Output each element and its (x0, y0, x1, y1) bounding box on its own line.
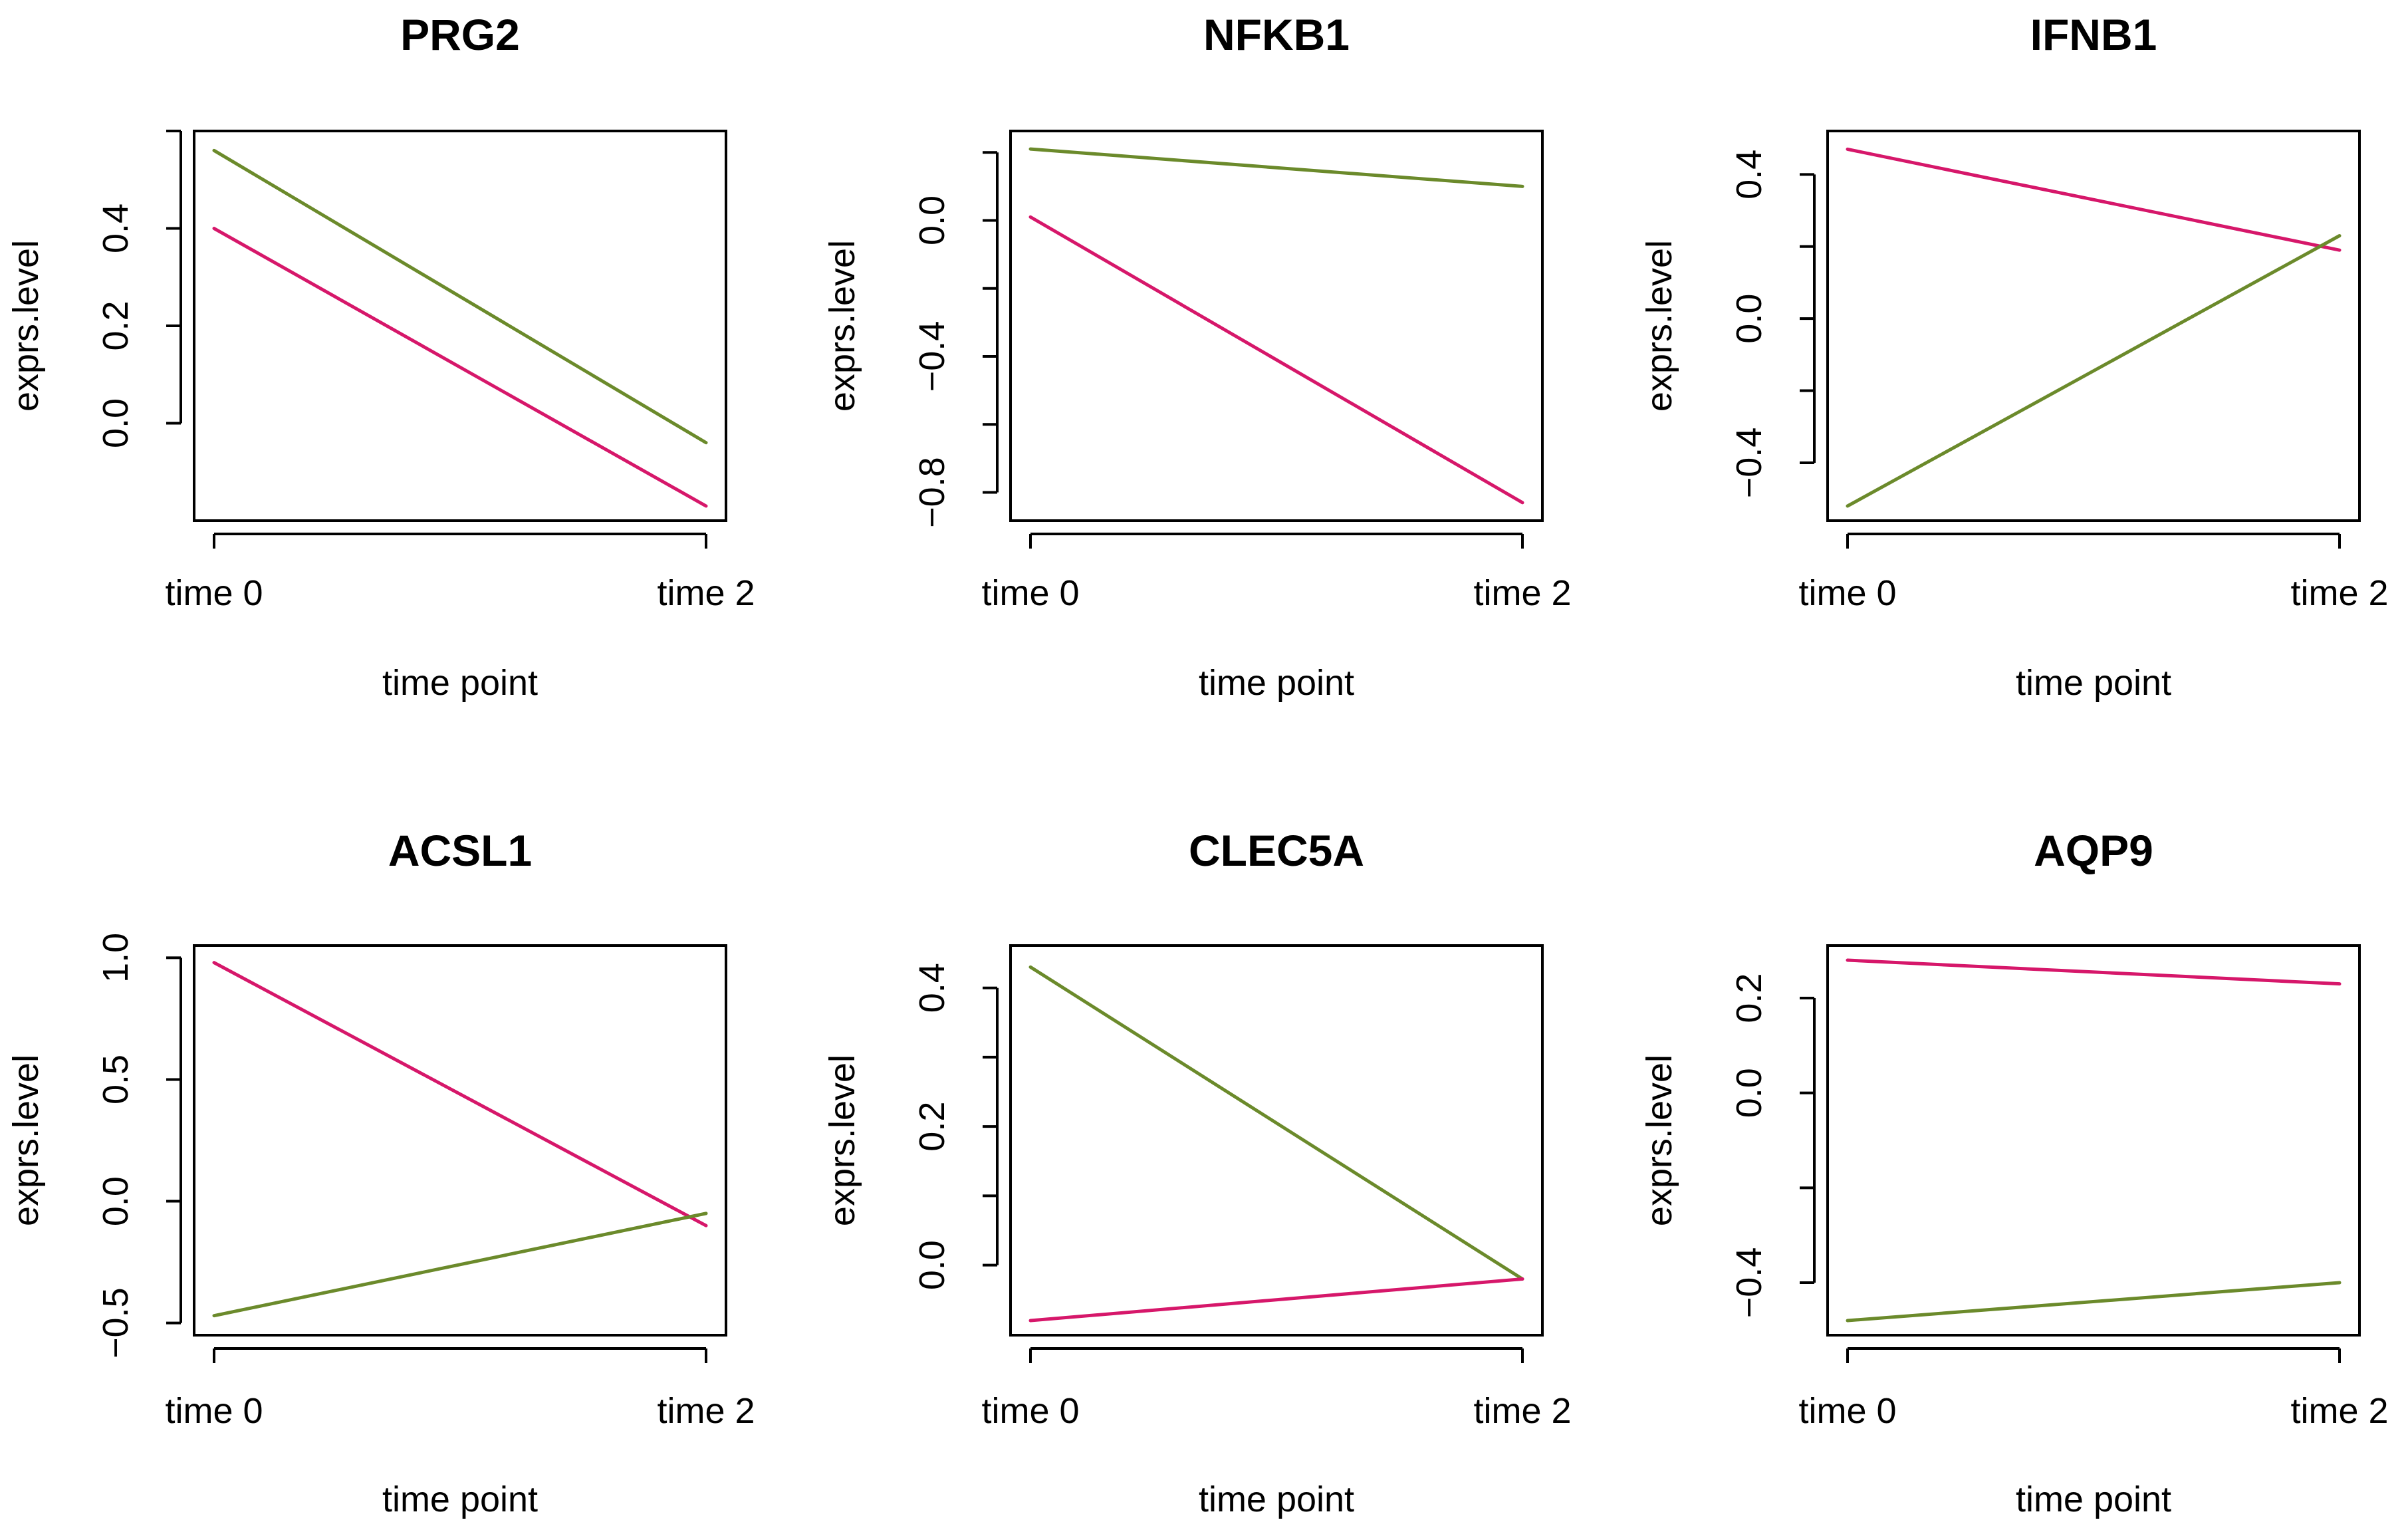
y-tick-label: 0.2 (1729, 973, 1769, 1023)
plot-box (1826, 944, 2361, 1337)
y-axis-label: exprs.level (6, 1055, 46, 1226)
y-tick-label: 0.0 (96, 1176, 136, 1226)
x-tick-label: time 2 (2290, 1391, 2388, 1431)
panel-title: CLEC5A (1189, 826, 1364, 875)
y-tick-label: 0.5 (96, 1055, 136, 1104)
y-tick-label: 0.4 (96, 203, 136, 253)
x-tick-label: time 0 (1798, 573, 1896, 613)
y-tick-label: 0.0 (1729, 294, 1769, 344)
series-line-series-1 (1028, 147, 1524, 188)
y-tick-label: −0.4 (1729, 1247, 1769, 1319)
plot-box (1009, 130, 1544, 522)
y-tick-label: −0.5 (96, 1287, 136, 1358)
series-line-series-2 (1028, 215, 1524, 505)
panel-ifnb1: IFNB1 time 0 time 2 time point −0.4 0.0 0.4 exp… (1639, 10, 2389, 703)
y-tick-label: −0.4 (912, 321, 952, 392)
plot-box (193, 944, 727, 1337)
x-axis-label: time point (2016, 1479, 2171, 1519)
x-axis-label: time point (382, 663, 538, 703)
y-tick-label: 0.4 (1729, 150, 1769, 199)
x-axis-label: time point (1199, 663, 1354, 703)
x-axis-label: time point (1199, 1479, 1354, 1519)
y-tick-label: 0.0 (96, 398, 136, 448)
plot-box (193, 130, 727, 522)
panel-clec5a: CLEC5A time 0 time 2 time point 0.0 0.2 0.4 exp… (822, 826, 1572, 1519)
plot-box (1826, 130, 2361, 522)
y-axis-label: exprs.level (1639, 240, 1679, 412)
y-axis-label: exprs.level (822, 240, 862, 412)
y-tick-label: −0.8 (912, 457, 952, 528)
panel-acsl1: ACSL1 time 0 time 2 time point −0.5 0.0 0.5 1.0… (6, 826, 755, 1519)
x-tick-label: time 0 (981, 573, 1079, 613)
series-line-series-1 (1846, 147, 2342, 252)
x-axis-label: time point (382, 1479, 538, 1519)
y-axis-label: exprs.level (822, 1055, 862, 1226)
panel-title: AQP9 (2034, 826, 2153, 875)
y-axis-label: exprs.level (6, 240, 46, 412)
x-tick-label: time 2 (1473, 573, 1571, 613)
x-tick-label: time 2 (2290, 573, 2388, 613)
x-tick-label: time 0 (165, 1391, 263, 1431)
x-tick-label: time 0 (165, 573, 263, 613)
series-line-series-2 (1846, 1281, 2342, 1323)
panel-title: IFNB1 (2030, 10, 2157, 59)
y-tick-label: 0.2 (96, 301, 136, 350)
y-tick-label: 0.0 (912, 1240, 952, 1290)
panel-prg2: PRG2 time 0 time 2 time point 0.0 0.2 0.4 exprs… (6, 10, 755, 703)
y-tick-label: 1.0 (96, 933, 136, 983)
y-axis-label: exprs.level (1639, 1055, 1679, 1226)
series-line-series-2 (212, 1212, 708, 1318)
panel-title: NFKB1 (1203, 10, 1350, 59)
panel-title: PRG2 (400, 10, 520, 59)
series-line-series-2 (1846, 234, 2342, 508)
y-tick-label: 0.2 (912, 1102, 952, 1152)
y-tick-label: 0.0 (1729, 1068, 1769, 1118)
x-tick-label: time 0 (1798, 1391, 1896, 1431)
x-tick-label: time 0 (981, 1391, 1079, 1431)
series-line-series-1 (212, 961, 708, 1227)
x-tick-label: time 2 (1473, 1391, 1571, 1431)
series-line-series-1 (1028, 965, 1524, 1281)
panel-title: ACSL1 (388, 826, 532, 875)
series-line-series-1 (212, 148, 708, 445)
y-tick-label: 0.0 (912, 195, 952, 245)
y-tick-label: 0.4 (912, 963, 952, 1013)
x-tick-label: time 2 (657, 573, 755, 613)
plot-box (1009, 944, 1544, 1337)
y-tick-label: −0.4 (1729, 428, 1769, 499)
x-axis-label: time point (2016, 663, 2171, 703)
panel-aqp9: AQP9 time 0 time 2 time point −0.4 0.0 0.2 expr… (1639, 826, 2389, 1519)
series-line-series-2 (212, 227, 708, 508)
series-line-series-1 (1846, 958, 2342, 986)
series-line-series-2 (1028, 1277, 1524, 1323)
panel-nfkb1: NFKB1 time 0 time 2 time point −0.8 −0.4 0.0 ex… (822, 10, 1572, 703)
x-tick-label: time 2 (657, 1391, 755, 1431)
